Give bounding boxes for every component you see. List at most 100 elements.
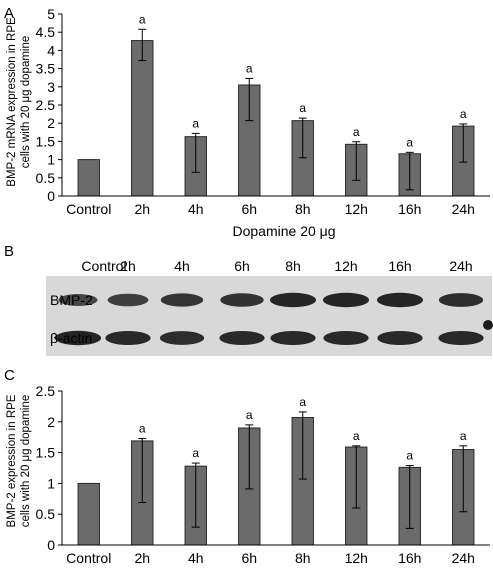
error-bar-4h	[191, 462, 200, 528]
error-bar-12h	[352, 445, 361, 509]
y-tick-label: 0	[47, 537, 55, 553]
x-tick-label-2h: 2h	[134, 201, 150, 217]
blot-lane-4h: 4h	[174, 258, 190, 274]
panel-c-ylabel: BMP-2 expression in RPE cells with 20 μg…	[6, 394, 32, 527]
y-tick-label: 1	[47, 475, 55, 491]
x-tick-label-8h: 8h	[295, 201, 311, 217]
panel-a-letter: A	[4, 5, 14, 22]
x-tick-label-2h: 2h	[134, 550, 150, 566]
error-bar-12h	[352, 141, 361, 181]
annotation-12h: a	[353, 125, 360, 139]
error-bar-2h	[138, 437, 147, 503]
band-β-actin-Control	[54, 330, 102, 346]
annotation-6h: a	[246, 61, 253, 75]
blot-membrane	[46, 276, 492, 356]
y-tick-label: 1.5	[36, 133, 56, 149]
band-β-actin-24h	[438, 330, 484, 346]
error-bar-16h	[405, 151, 414, 191]
annotation-4h: a	[192, 116, 199, 130]
y-tick-label: 5	[47, 6, 55, 22]
error-bar-6h	[245, 424, 254, 490]
annotation-12h: a	[353, 429, 360, 443]
band-β-actin-16h	[377, 330, 423, 346]
error-bar-6h	[245, 77, 254, 122]
x-tick-label-4h: 4h	[188, 201, 204, 217]
annotation-6h: a	[246, 408, 253, 422]
y-tick-label: 4.5	[36, 24, 56, 40]
blot-lane-24h: 24h	[449, 258, 472, 274]
x-tick-label-Control: Control	[66, 550, 111, 566]
x-tick-label-16h: 16h	[398, 550, 421, 566]
panel-c-error-bars	[138, 411, 468, 529]
annotation-2h: a	[139, 12, 146, 26]
y-tick-label: 1	[47, 152, 55, 168]
panel-a-y-ticks: 0 0.5 1 1.5 2 2.5 3 3.5 4 4.5 5	[36, 6, 62, 204]
y-tick-label: 3	[47, 79, 55, 95]
blot-lane-16h: 16h	[388, 258, 411, 274]
y-tick-label: 2	[47, 414, 55, 430]
panel-c: C BMP-2 expression in RPE cells with 20 …	[4, 367, 490, 566]
x-tick-label-6h: 6h	[241, 550, 257, 566]
band-BMP-2-4h	[160, 293, 204, 307]
y-tick-label: 4	[47, 42, 55, 58]
band-β-actin-6h	[219, 330, 265, 346]
y-tick-label: 3.5	[36, 61, 56, 77]
annotation-2h: a	[139, 421, 146, 435]
panel-a-ylabel-line1: BMP-2 mRNA expression in RPE	[6, 17, 18, 187]
band-BMP-2-16h	[376, 292, 424, 308]
blot-lane-Control: Control	[81, 258, 126, 274]
band-BMP-2-2h	[107, 293, 149, 307]
panel-a-bars	[77, 40, 475, 197]
panel-a: A BMP-2 mRNA expression in RPE cells wit…	[4, 5, 490, 239]
error-bar-24h	[459, 123, 468, 163]
y-tick-label: 0.5	[36, 506, 56, 522]
y-tick-label: 2	[47, 115, 55, 131]
x-tick-label-12h: 12h	[345, 201, 368, 217]
bar-2h	[131, 40, 154, 197]
annotation-24h: a	[460, 107, 467, 121]
error-bar-8h	[298, 411, 307, 480]
error-bar-24h	[459, 445, 468, 513]
blot-bands	[54, 292, 484, 346]
panel-c-y-ticks: 0 0.5 1 1.5 2 2.5	[36, 383, 62, 553]
blot-lane-6h: 6h	[234, 258, 250, 274]
blot-edge-artifact	[483, 320, 493, 330]
band-BMP-2-Control	[58, 294, 98, 306]
panel-a-ylabel-line2: cells with 20 μg dopamine	[20, 36, 32, 169]
panel-b-letter: B	[4, 243, 14, 260]
blot-row-label-actin: β-actin	[50, 330, 92, 346]
annotation-24h: a	[460, 429, 467, 443]
error-bar-8h	[298, 117, 307, 159]
panel-c-ylabel-line1: BMP-2 expression in RPE	[6, 394, 18, 527]
x-tick-label-4h: 4h	[188, 550, 204, 566]
band-BMP-2-6h	[220, 293, 264, 307]
annotation-8h: a	[299, 395, 306, 409]
x-tick-label-8h: 8h	[295, 550, 311, 566]
annotation-16h: a	[406, 135, 413, 149]
band-β-actin-8h	[270, 330, 316, 346]
x-tick-label-Control: Control	[66, 201, 111, 217]
blot-row-label-bmp2: BMP-2	[50, 292, 93, 308]
y-tick-label: 0	[47, 188, 55, 204]
panel-a-error-bars	[138, 28, 468, 191]
band-β-actin-12h	[323, 330, 369, 346]
band-BMP-2-12h	[322, 292, 370, 308]
band-β-actin-2h	[105, 330, 151, 346]
panel-c-bars	[77, 416, 475, 546]
y-tick-label: 1.5	[36, 445, 56, 461]
bar-Control	[77, 159, 100, 197]
x-tick-label-16h: 16h	[398, 201, 421, 217]
panel-c-ylabel-line2: cells with 20 μg dopamine	[20, 395, 32, 528]
panel-c-x-ticks: Control 2h 4h 6h 8h 12h 16h 24h	[66, 550, 475, 566]
blot-lane-8h: 8h	[285, 258, 301, 274]
x-tick-label-12h: 12h	[345, 550, 368, 566]
annotation-4h: a	[192, 446, 199, 460]
band-BMP-2-8h	[269, 292, 317, 308]
x-tick-label-24h: 24h	[452, 550, 475, 566]
panel-a-ylabel: BMP-2 mRNA expression in RPE cells with …	[6, 17, 32, 187]
annotation-8h: a	[299, 101, 306, 115]
panel-c-letter: C	[4, 367, 15, 384]
error-bar-4h	[191, 132, 200, 173]
